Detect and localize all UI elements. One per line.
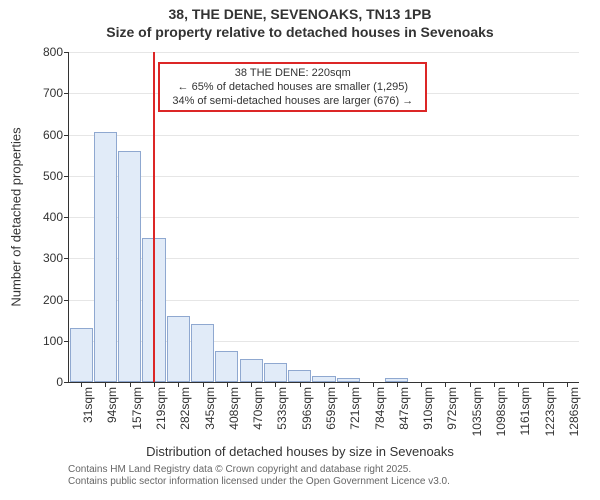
- credits-line2: Contains public sector information licen…: [68, 476, 450, 488]
- chart-title-line2: Size of property relative to detached ho…: [0, 24, 600, 40]
- ytick-mark: [64, 382, 69, 383]
- property-marker-line: [153, 52, 155, 382]
- gridline: [69, 217, 579, 218]
- gridline: [69, 52, 579, 53]
- y-axis-label: Number of detached properties: [9, 127, 24, 306]
- histogram-bar: [118, 151, 141, 382]
- xtick-label: 157sqm: [130, 387, 144, 430]
- ytick-label: 800: [43, 45, 63, 59]
- xtick-label: 1286sqm: [567, 387, 581, 436]
- ytick-mark: [64, 176, 69, 177]
- histogram-bar: [167, 316, 190, 382]
- xtick-label: 31sqm: [81, 387, 95, 423]
- ytick-mark: [64, 217, 69, 218]
- ytick-label: 600: [43, 128, 63, 142]
- ytick-label: 0: [56, 375, 63, 389]
- annotation-line2: ← 65% of detached houses are smaller (1,…: [160, 80, 425, 94]
- histogram-bar: [70, 328, 93, 382]
- annotation-line3: 34% of semi-detached houses are larger (…: [160, 94, 425, 108]
- ytick-mark: [64, 341, 69, 342]
- gridline: [69, 176, 579, 177]
- xtick-label: 345sqm: [203, 387, 217, 430]
- xtick-label: 1098sqm: [494, 387, 508, 436]
- x-axis-label: Distribution of detached houses by size …: [0, 444, 600, 459]
- ytick-mark: [64, 93, 69, 94]
- xtick-label: 1035sqm: [470, 387, 484, 436]
- xtick-label: 408sqm: [227, 387, 241, 430]
- plot-area: 0100200300400500600700800 31sqm94sqm157s…: [68, 52, 579, 383]
- ytick-mark: [64, 52, 69, 53]
- xtick-label: 1223sqm: [543, 387, 557, 436]
- histogram-bar: [215, 351, 238, 382]
- ytick-label: 400: [43, 210, 63, 224]
- xtick-label: 596sqm: [300, 387, 314, 430]
- ytick-label: 100: [43, 334, 63, 348]
- ytick-label: 700: [43, 86, 63, 100]
- xtick-label: 910sqm: [421, 387, 435, 430]
- ytick-label: 500: [43, 169, 63, 183]
- xtick-label: 1161sqm: [518, 387, 532, 435]
- histogram-bar: [191, 324, 214, 382]
- annotation-line1: 38 THE DENE: 220sqm: [160, 66, 425, 80]
- histogram-bar: [264, 363, 287, 382]
- xtick-label: 972sqm: [445, 387, 459, 430]
- histogram-bar: [240, 359, 263, 382]
- xtick-label: 784sqm: [373, 387, 387, 430]
- xtick-label: 94sqm: [105, 387, 119, 423]
- ytick-label: 300: [43, 251, 63, 265]
- ytick-label: 200: [43, 293, 63, 307]
- xtick-label: 470sqm: [251, 387, 265, 430]
- credits-line1: Contains HM Land Registry data © Crown c…: [68, 464, 450, 476]
- credits-text: Contains HM Land Registry data © Crown c…: [68, 464, 450, 488]
- gridline: [69, 135, 579, 136]
- xtick-label: 659sqm: [324, 387, 338, 430]
- xtick-label: 721sqm: [348, 387, 362, 430]
- xtick-label: 533sqm: [275, 387, 289, 430]
- xtick-label: 219sqm: [154, 387, 168, 430]
- xtick-label: 282sqm: [178, 387, 192, 430]
- ytick-mark: [64, 258, 69, 259]
- histogram-bar: [288, 370, 311, 382]
- xtick-label: 847sqm: [397, 387, 411, 430]
- chart-container: 38, THE DENE, SEVENOAKS, TN13 1PB Size o…: [0, 0, 600, 500]
- ytick-mark: [64, 300, 69, 301]
- chart-title-line1: 38, THE DENE, SEVENOAKS, TN13 1PB: [0, 6, 600, 22]
- ytick-mark: [64, 135, 69, 136]
- annotation-box: 38 THE DENE: 220sqm ← 65% of detached ho…: [158, 62, 427, 112]
- histogram-bar: [94, 132, 117, 382]
